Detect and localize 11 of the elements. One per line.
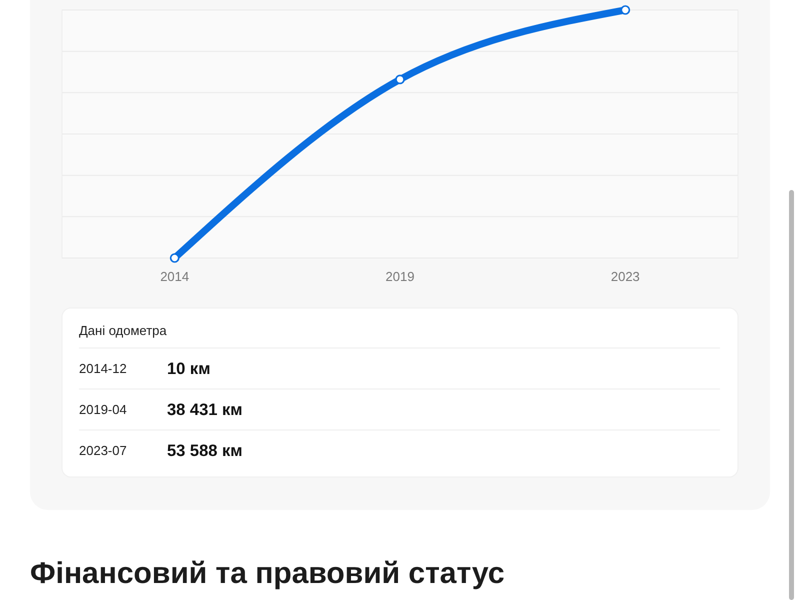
text: 10 км — [167, 360, 210, 378]
text: 2023-07 — [79, 443, 127, 458]
text: 38 431 км — [167, 401, 243, 419]
text: 2019-04 — [79, 402, 127, 417]
text: Фінансовий та правовий статус — [30, 557, 505, 590]
x-tick-label: 2019 — [386, 269, 414, 284]
x-tick-label: 2014 — [160, 269, 190, 284]
x-tick-label: 2023 — [610, 269, 640, 284]
text: Дані одометра — [79, 323, 168, 338]
text: 53 588 км — [167, 442, 243, 460]
text: 2014-12 — [79, 361, 127, 376]
